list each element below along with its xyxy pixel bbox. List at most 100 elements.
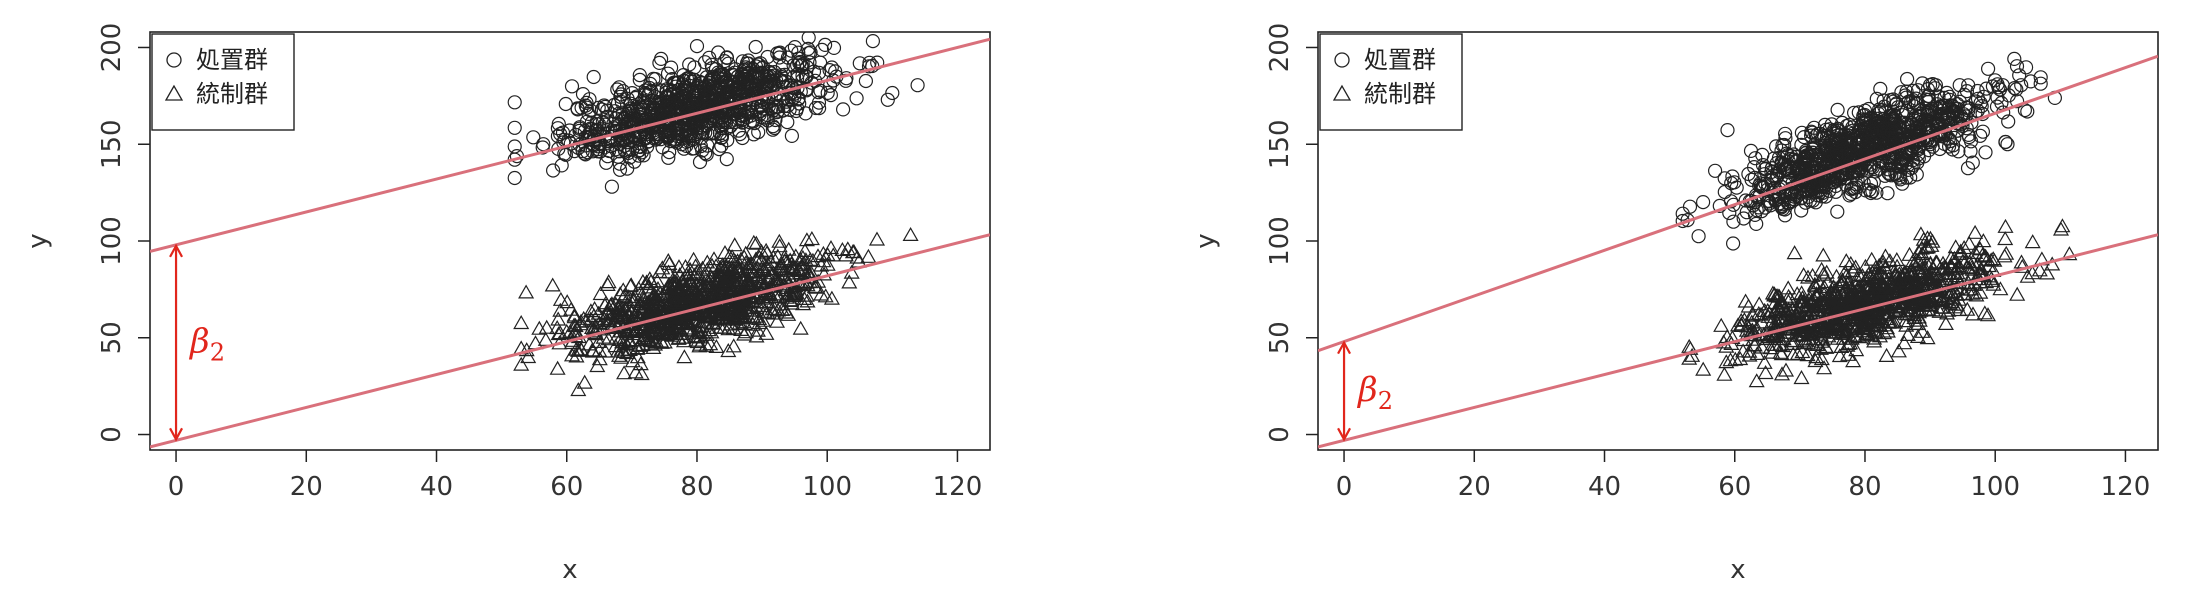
- point-triangle: [1863, 251, 1880, 266]
- point-triangle: [795, 296, 812, 311]
- point-circle: [741, 56, 756, 71]
- beta-subscript: 2: [210, 339, 225, 367]
- point-triangle: [1793, 293, 1810, 308]
- point-triangle: [568, 341, 585, 356]
- legend-marker-triangle: [1332, 84, 1352, 101]
- point-triangle: [1937, 315, 1954, 330]
- treatment-fit-line: [1318, 54, 2158, 353]
- point-triangle: [1695, 361, 1712, 376]
- point-triangle: [1978, 274, 1995, 289]
- y-tick-label: 100: [1265, 216, 1295, 266]
- point-circle: [2033, 76, 2048, 91]
- point-triangle: [616, 302, 634, 317]
- point-circle: [1837, 127, 1852, 142]
- point-triangle: [663, 291, 680, 306]
- point-circle: [1813, 145, 1828, 160]
- legend-marker-circle: [166, 52, 182, 68]
- point-circle: [2014, 78, 2029, 93]
- point-triangle: [1839, 276, 1856, 291]
- point-triangle: [690, 314, 707, 329]
- point-circle: [1805, 125, 1820, 140]
- point-circle: [1904, 144, 1919, 159]
- point-triangle: [621, 335, 638, 350]
- x-axis-label: x: [1730, 555, 1745, 585]
- point-triangle: [1906, 307, 1923, 322]
- point-circle: [659, 97, 674, 112]
- point-circle: [612, 80, 627, 95]
- point-triangle: [1813, 333, 1830, 348]
- point-circle: [826, 40, 842, 56]
- point-triangle: [1961, 235, 1978, 250]
- point-circle: [719, 50, 735, 65]
- point-circle: [1781, 169, 1796, 184]
- point-circle: [880, 92, 895, 107]
- point-triangle: [780, 306, 797, 321]
- point-triangle: [737, 245, 754, 260]
- point-triangle: [2024, 234, 2041, 249]
- point-circle: [526, 130, 541, 145]
- point-triangle: [708, 338, 725, 353]
- point-circle: [1894, 85, 1909, 100]
- point-triangle: [1785, 346, 1802, 361]
- point-circle: [662, 145, 677, 160]
- point-circle: [1883, 92, 1898, 108]
- point-triangle: [1975, 233, 1992, 248]
- point-triangle: [1795, 267, 1812, 282]
- point-circle: [2001, 114, 2016, 129]
- point-triangle: [1890, 343, 1907, 358]
- point-triangle: [1968, 287, 1985, 302]
- point-circle: [1920, 89, 1936, 104]
- point-triangle: [582, 311, 599, 326]
- point-triangle: [1845, 353, 1862, 368]
- point-circle: [1775, 197, 1790, 212]
- point-triangle: [726, 237, 743, 252]
- point-triangle: [1762, 316, 1779, 331]
- point-triangle: [705, 251, 723, 266]
- point-triangle: [1847, 259, 1864, 274]
- point-circle: [1802, 193, 1818, 208]
- point-circle: [579, 100, 594, 115]
- point-circle: [1794, 203, 1809, 218]
- x-axis-label: x: [562, 555, 577, 585]
- point-triangle: [572, 313, 590, 328]
- point-circle: [615, 84, 631, 99]
- point-triangle: [661, 279, 678, 294]
- point-triangle: [1976, 305, 1993, 320]
- point-triangle: [1753, 314, 1770, 329]
- point-triangle: [1922, 269, 1939, 284]
- y-tick-label: 200: [97, 23, 127, 73]
- point-circle: [1778, 162, 1793, 177]
- point-circle: [1777, 126, 1793, 141]
- point-circle: [2020, 104, 2035, 119]
- point-triangle: [1942, 258, 1959, 273]
- point-circle: [1811, 148, 1826, 163]
- point-circle: [1755, 158, 1771, 173]
- point-triangle: [720, 342, 737, 358]
- point-triangle: [726, 263, 743, 279]
- point-circle: [711, 142, 727, 157]
- point-triangle: [751, 314, 768, 330]
- point-triangle: [531, 320, 548, 335]
- point-circle: [660, 130, 675, 145]
- point-circle: [1736, 211, 1751, 226]
- point-circle: [1941, 139, 1957, 154]
- point-circle: [1695, 195, 1711, 210]
- point-circle: [564, 79, 580, 94]
- point-triangle: [738, 285, 755, 300]
- point-triangle: [1741, 347, 1758, 362]
- point-circle: [639, 130, 655, 145]
- point-circle: [811, 95, 827, 110]
- legend-label: 処置群: [196, 46, 268, 74]
- point-triangle: [1955, 286, 1972, 301]
- point-circle: [1755, 147, 1770, 162]
- point-circle: [803, 45, 818, 60]
- point-circle: [1898, 88, 1913, 103]
- point-triangle: [1943, 270, 1960, 285]
- point-triangle: [1869, 267, 1886, 282]
- point-triangle: [1913, 240, 1930, 255]
- point-triangle: [624, 353, 641, 368]
- point-circle: [2018, 60, 2034, 75]
- point-triangle: [646, 301, 663, 316]
- point-triangle: [660, 264, 677, 279]
- point-circle: [661, 150, 676, 165]
